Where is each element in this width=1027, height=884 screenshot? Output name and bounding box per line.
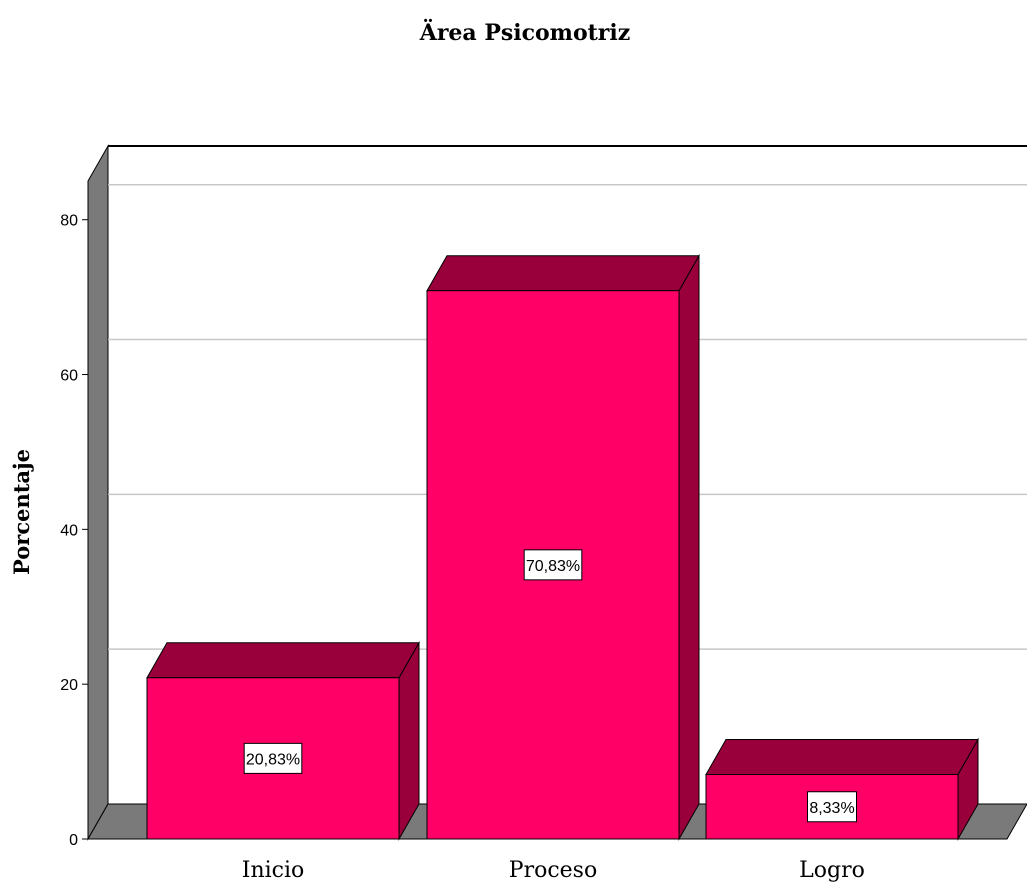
bar-top xyxy=(146,642,420,679)
x-tick-label: Logro xyxy=(799,858,865,883)
bar-top xyxy=(705,739,979,776)
data-label-box xyxy=(807,791,857,823)
y-tick-label: 0 xyxy=(69,832,78,849)
data-label-box xyxy=(243,742,303,774)
y-tick-label: 60 xyxy=(60,368,78,385)
data-label: 20,83% xyxy=(246,751,300,768)
chart-title: Ärea Psicomotriz xyxy=(419,18,630,46)
x-tick-label: Proceso xyxy=(509,858,597,883)
bar-side xyxy=(678,253,700,841)
left-wall xyxy=(87,144,109,841)
y-tick-label: 80 xyxy=(60,213,78,230)
x-tick-label: Inicio xyxy=(242,858,305,883)
y-tick-label: 20 xyxy=(60,677,78,694)
y-axis-label: Porcentaje xyxy=(9,449,34,575)
data-label: 70,83% xyxy=(526,558,580,575)
y-tick-label: 40 xyxy=(60,522,78,539)
bar-top xyxy=(426,255,700,292)
data-label: 8,33% xyxy=(809,800,854,817)
data-label-box xyxy=(523,549,583,581)
